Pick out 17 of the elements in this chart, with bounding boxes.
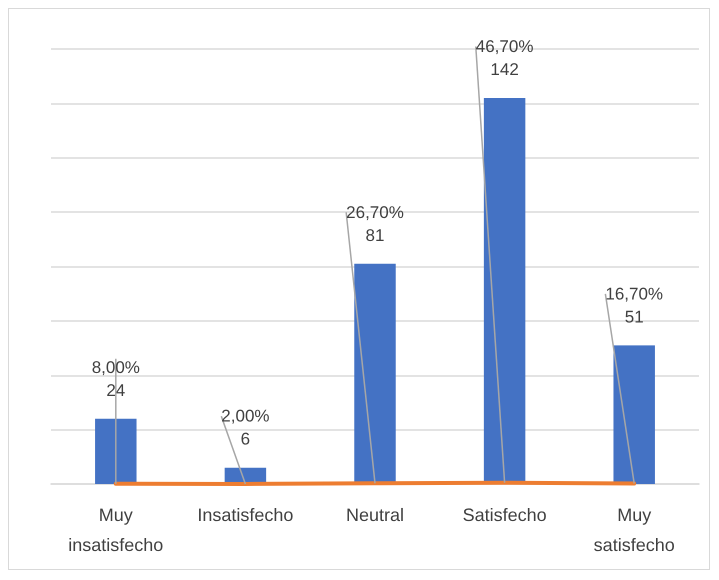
x-tick-label: Muy satisfecho	[594, 505, 675, 555]
data-label: 142	[490, 60, 519, 79]
bar	[613, 345, 655, 484]
data-label: 51	[624, 307, 644, 326]
x-tick-label: Insatisfecho	[197, 505, 294, 525]
data-label: 2,00%	[221, 406, 270, 426]
x-tick-label: Neutral	[346, 505, 404, 525]
data-label: 26,70%	[346, 202, 404, 222]
data-label: 81	[366, 226, 384, 245]
data-label: 24	[106, 380, 126, 400]
x-tick-label: Satisfecho	[462, 505, 547, 525]
data-label: 16,70%	[605, 284, 664, 304]
data-label: 46,70%	[476, 36, 534, 56]
x-tick-label: Muy insatisfecho	[68, 505, 164, 555]
bar	[95, 418, 137, 484]
data-label: 8,00%	[92, 358, 140, 377]
data-label: 6	[240, 430, 250, 449]
